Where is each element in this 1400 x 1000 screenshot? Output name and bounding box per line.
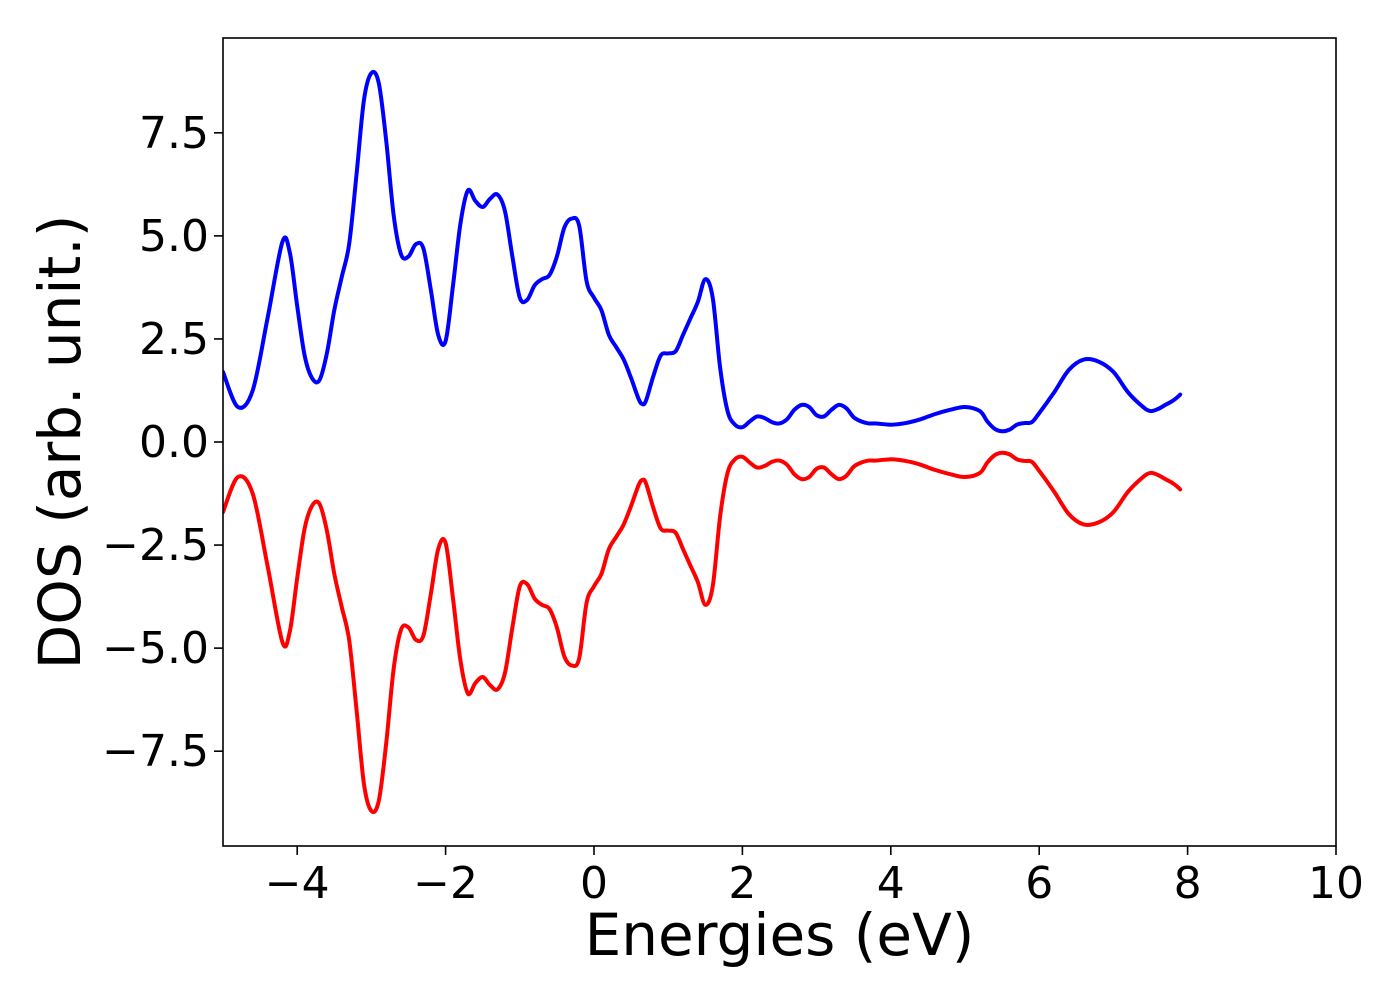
x-tick-label: 0 [580,858,608,909]
series-line-spin-down [223,450,1183,815]
x-axis-label: Energies (eV) [585,901,975,969]
y-tick-label: −2.5 [102,520,209,571]
x-tick-label: 2 [728,858,756,909]
series-layer [223,69,1183,815]
x-tick-label: 8 [1174,858,1202,909]
series-line-spin-up [223,69,1183,434]
y-tick-label: 7.5 [139,108,209,159]
y-tick-label: 0.0 [139,417,209,468]
x-axis: −4 −2 0 2 4 6 8 10 [265,846,1364,909]
y-axis-label: DOS (arb. unit.) [26,215,94,670]
plot-background [223,38,1336,846]
y-axis: −7.5 −5.0 −2.5 0.0 2.5 5.0 7.5 [102,108,223,777]
y-tick-label: 5.0 [139,211,209,262]
x-tick-label: 6 [1025,858,1053,909]
x-tick-label: 10 [1308,858,1364,909]
y-tick-label: −5.0 [102,623,209,674]
x-tick-label: −4 [265,858,330,909]
y-tick-label: 2.5 [139,314,209,365]
x-tick-label: 4 [877,858,905,909]
x-tick-label: −2 [413,858,478,909]
y-tick-label: −7.5 [102,726,209,777]
